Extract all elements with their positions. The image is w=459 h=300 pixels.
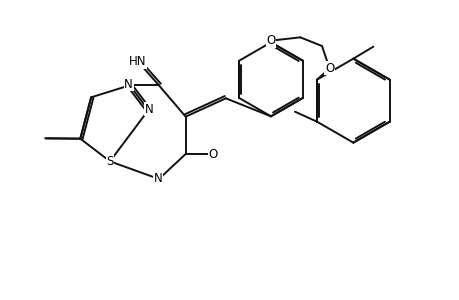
Text: N: N (153, 172, 162, 185)
Text: S: S (106, 155, 113, 168)
Text: HN: HN (129, 55, 146, 68)
Text: N: N (145, 103, 153, 116)
Text: O: O (324, 62, 333, 75)
Text: N: N (124, 78, 133, 91)
Text: O: O (266, 34, 275, 47)
Text: O: O (208, 148, 218, 160)
